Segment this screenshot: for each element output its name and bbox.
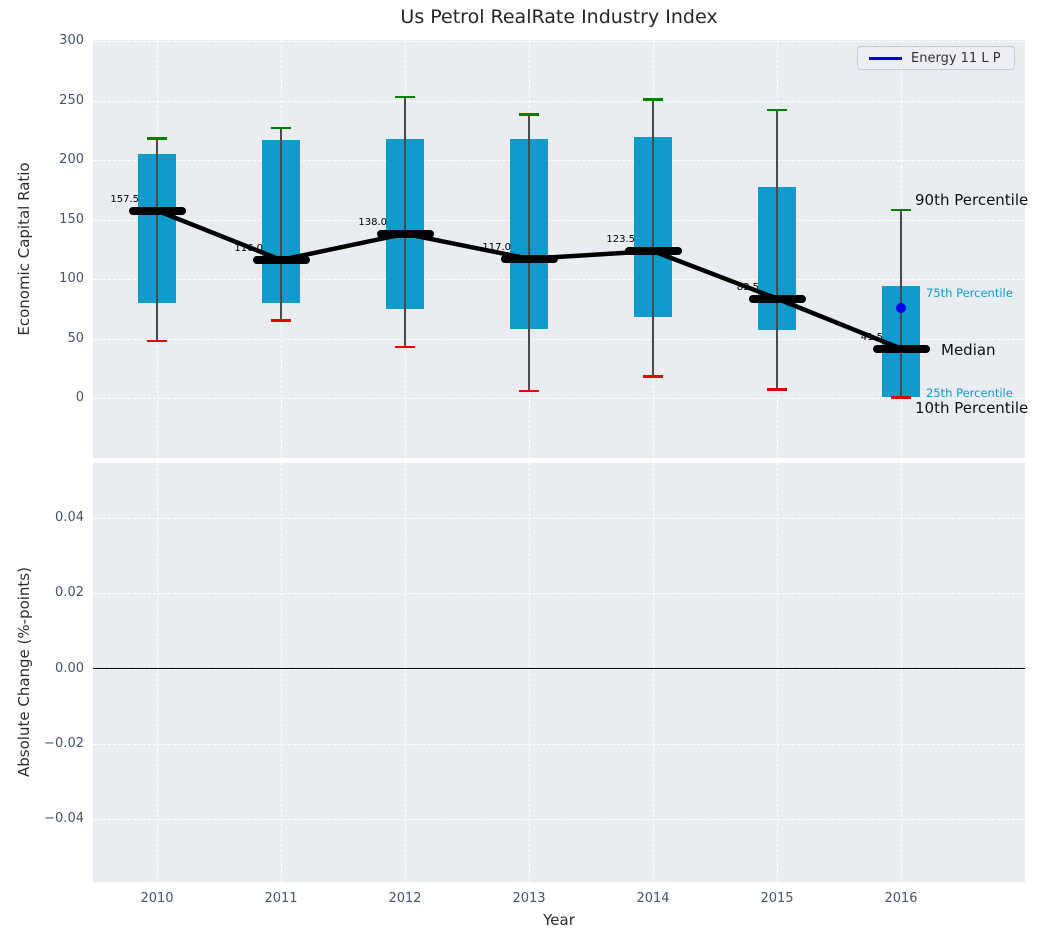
xtick-2014: 2014 — [636, 891, 670, 906]
ytick-top-0: 0 — [75, 390, 84, 405]
cap-90th-2016 — [891, 208, 911, 212]
cap-90th-2012 — [395, 95, 415, 99]
median-bar-2011 — [252, 255, 310, 264]
median-bar-2012 — [376, 229, 434, 238]
h-gridline — [93, 219, 1025, 221]
top-axes: 157.5 116.0 138.0 117.0 123.5 83.5 41.5 90th Pe… — [93, 40, 1029, 458]
ytick-bottom-0: 0.00 — [55, 660, 84, 676]
label-90th-percentile: 90th Percentile — [915, 191, 1029, 209]
cap-90th-2013 — [519, 113, 539, 117]
xtick-2016: 2016 — [884, 891, 918, 906]
cap-10th-2010 — [147, 339, 167, 343]
h-gridline — [93, 398, 1025, 399]
ytick-bottom-0.02: 0.02 — [55, 585, 84, 601]
h-gridline — [93, 160, 1025, 161]
whisker-2015 — [776, 110, 778, 390]
v-gridline — [901, 463, 902, 882]
h-gridline — [93, 518, 1025, 519]
cap-10th-2013 — [519, 389, 539, 393]
median-value-2015: 83.5 — [736, 281, 759, 293]
v-gridline — [653, 463, 654, 882]
ytick-top-200: 200 — [59, 152, 84, 167]
whisker-2014 — [652, 99, 654, 377]
cap-90th-2010 — [147, 137, 167, 140]
median-bar-2014 — [624, 247, 682, 256]
ytick-bottom-0.04: 0.04 — [55, 510, 84, 525]
xtick-2011: 2011 — [264, 891, 298, 906]
cap-10th-2016 — [891, 396, 911, 399]
cap-10th-2011 — [271, 319, 291, 322]
h-gridline — [93, 41, 1025, 42]
ytick-top-150: 150 — [59, 211, 84, 227]
h-gridline — [93, 100, 1025, 102]
median-bar-2015 — [748, 294, 806, 303]
legend-label: Energy 11 L P — [911, 50, 1001, 66]
cap-10th-2012 — [395, 345, 415, 349]
label-median: Median — [941, 340, 996, 359]
bottom-axes — [93, 463, 1025, 882]
v-gridline — [777, 463, 778, 882]
xtick-2012: 2012 — [388, 891, 422, 906]
ytick-bottom--0.04: −0.04 — [44, 811, 84, 826]
legend-line-sample — [869, 56, 902, 60]
ytick-top-300: 300 — [59, 33, 84, 48]
h-gridline — [93, 593, 1025, 595]
chart-title: Us Petrol RealRate Industry Index — [400, 6, 718, 28]
median-bar-2013 — [500, 254, 558, 263]
ytick-bottom--0.02: −0.02 — [44, 735, 84, 751]
median-value-2011: 116.0 — [234, 242, 263, 254]
legend: Energy 11 L P — [857, 46, 1015, 70]
cap-90th-2014 — [643, 98, 663, 101]
xtick-2015: 2015 — [760, 891, 794, 906]
label-25th-percentile: 25th Percentile — [926, 385, 1013, 400]
h-gridline — [93, 819, 1025, 820]
company-point — [896, 302, 906, 313]
cap-90th-2015 — [767, 108, 787, 112]
ytick-top-100: 100 — [59, 271, 84, 286]
xlabel: Year — [543, 911, 575, 929]
v-gridline — [529, 463, 530, 882]
median-value-2013: 117.0 — [482, 241, 511, 253]
median-bar-2016 — [872, 344, 930, 353]
zero-line — [93, 667, 1025, 670]
median-value-2012: 138.0 — [358, 216, 387, 228]
cap-10th-2014 — [643, 375, 663, 378]
xtick-2013: 2013 — [512, 891, 546, 906]
whisker-2013 — [528, 114, 530, 391]
median-value-2014: 123.5 — [606, 234, 635, 246]
median-value-2010: 157.5 — [110, 193, 139, 205]
v-gridline — [405, 463, 406, 882]
v-gridline — [281, 463, 282, 882]
whisker-2011 — [280, 127, 282, 321]
label-75th-percentile: 75th Percentile — [926, 286, 1013, 300]
ytick-top-250: 250 — [59, 92, 84, 108]
ytick-top-50: 50 — [67, 330, 84, 346]
label-10th-percentile: 10th Percentile — [915, 398, 1029, 417]
h-gridline — [93, 743, 1025, 745]
xtick-2010: 2010 — [140, 891, 174, 906]
v-gridline — [157, 463, 158, 882]
h-gridline — [93, 279, 1025, 280]
median-value-2016: 41.5 — [860, 331, 883, 343]
median-bar-2010 — [128, 206, 186, 215]
whisker-2010 — [156, 138, 158, 341]
cap-10th-2015 — [767, 388, 787, 391]
cap-90th-2011 — [271, 126, 291, 130]
whisker-2012 — [404, 96, 406, 347]
